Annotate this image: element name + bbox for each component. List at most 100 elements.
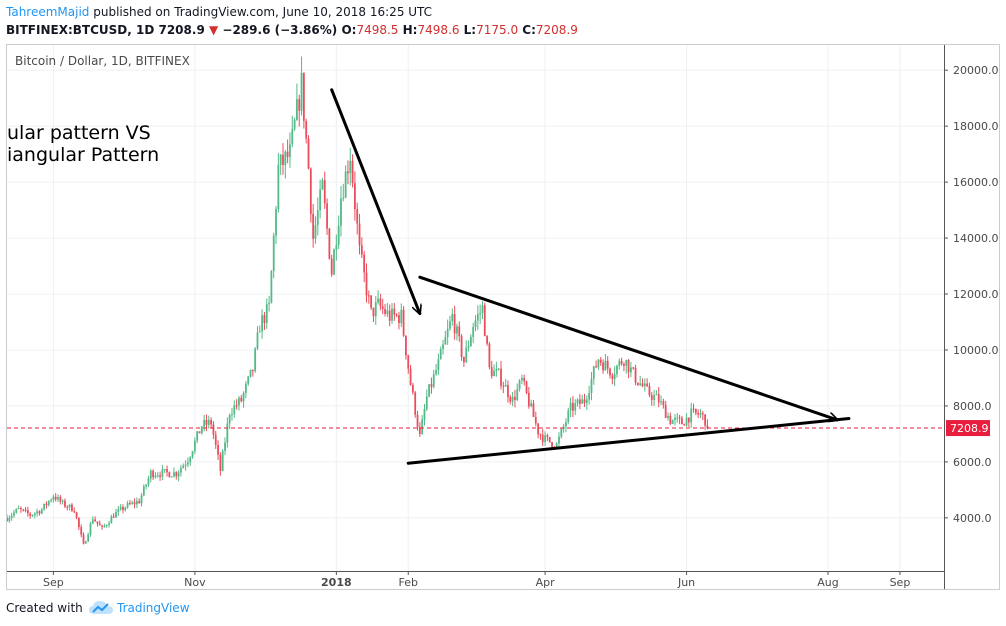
candle-body xyxy=(254,348,257,372)
candle-body xyxy=(242,392,245,402)
candle-body xyxy=(159,475,161,477)
candle-body xyxy=(233,405,236,415)
author-link[interactable]: TahreemMajid xyxy=(6,5,90,19)
candle-body xyxy=(616,365,618,375)
candle-body xyxy=(623,364,625,366)
candle-body xyxy=(532,403,535,417)
candle-body xyxy=(312,213,315,239)
candle-body xyxy=(430,384,433,387)
candle-body xyxy=(439,349,442,360)
candle-body xyxy=(629,367,632,373)
candle-body xyxy=(333,249,335,275)
candle-body xyxy=(119,506,122,510)
candle-body xyxy=(328,228,331,259)
candle-body xyxy=(442,344,444,350)
tradingview-cloud-icon[interactable] xyxy=(88,599,114,617)
change-text: −289.6 (−3.86%) xyxy=(222,23,338,37)
candle-body xyxy=(674,417,676,421)
candle-body xyxy=(258,331,261,333)
candle-body xyxy=(653,395,655,400)
candle-body xyxy=(75,512,78,518)
price-chart[interactable]: 7208.9 4000.0 6000.0 8000.0 10000.0 12000.0 14… xyxy=(7,45,999,589)
candle-body xyxy=(80,527,83,535)
candle-body xyxy=(205,419,208,425)
downtrend-arrow[interactable] xyxy=(330,88,420,314)
candle-body xyxy=(175,472,178,477)
candle-body xyxy=(437,359,440,371)
candle-body xyxy=(469,336,472,347)
candle-body xyxy=(493,370,495,377)
triangle-lower-line[interactable] xyxy=(406,417,851,465)
candle-body xyxy=(98,523,101,526)
candle-body xyxy=(15,509,18,513)
candle-body xyxy=(565,421,567,427)
candle-body xyxy=(307,138,310,169)
candle-body xyxy=(173,472,175,477)
chart-panel[interactable]: 7208.9 4000.0 6000.0 8000.0 10000.0 12000.0 14… xyxy=(6,44,1000,590)
candle-body xyxy=(407,355,410,369)
candle-body xyxy=(604,360,607,371)
x-tick-label: 2018 xyxy=(321,576,352,589)
candle-body xyxy=(184,464,187,466)
candle-body xyxy=(166,469,168,473)
candle-body xyxy=(154,475,157,478)
candle-body xyxy=(486,336,488,344)
candle-body xyxy=(646,383,649,387)
candle-body xyxy=(247,376,250,384)
candle-body xyxy=(657,394,660,403)
triangle-upper-line[interactable] xyxy=(418,275,837,420)
candle-body xyxy=(115,512,117,518)
candle-body xyxy=(620,360,623,365)
candle-body xyxy=(87,534,90,542)
candle-body xyxy=(112,516,115,518)
candle-body xyxy=(520,377,523,381)
candle-body xyxy=(59,497,62,502)
candle-body xyxy=(13,512,15,516)
candle-body xyxy=(425,396,428,410)
candle-body xyxy=(193,440,196,452)
candle-body xyxy=(203,419,206,427)
candle-body xyxy=(22,509,25,511)
candle-body xyxy=(50,499,52,501)
candle-body xyxy=(685,417,688,426)
candle-body xyxy=(636,382,639,385)
candle-body xyxy=(692,408,695,410)
footer: Created with TradingView xyxy=(0,596,1006,626)
candle-body xyxy=(105,525,108,527)
candle-body xyxy=(43,503,46,510)
candle-body xyxy=(560,428,563,437)
candle-body xyxy=(465,347,468,363)
candle-body xyxy=(664,404,667,418)
candle-body xyxy=(627,359,630,373)
candle-body xyxy=(89,523,92,535)
candle-body xyxy=(145,484,148,487)
candle-body xyxy=(650,395,653,400)
candle-body xyxy=(683,424,686,426)
candle-body xyxy=(421,419,424,434)
candle-body xyxy=(458,326,461,337)
candle-body xyxy=(122,506,124,511)
candle-body xyxy=(472,327,475,337)
candle-body xyxy=(495,369,498,371)
candle-body xyxy=(40,509,43,514)
candle-body xyxy=(463,356,465,363)
candle-body xyxy=(73,511,76,513)
y-tick-label: 18000.0 xyxy=(953,120,999,133)
y-tick-label: 4000.0 xyxy=(953,512,992,525)
candle-body xyxy=(585,399,588,403)
candle-body xyxy=(129,503,131,505)
candle-body xyxy=(20,508,22,510)
candle-body xyxy=(57,497,59,500)
candle-body xyxy=(418,426,421,434)
candle-body xyxy=(275,209,277,236)
candle-body xyxy=(152,470,155,478)
candle-body xyxy=(207,419,210,425)
candle-body xyxy=(576,399,579,404)
candle-body xyxy=(286,151,289,157)
chart-title: Bitcoin / Dollar, 1D, BITFINEX xyxy=(15,54,190,68)
candle-body xyxy=(367,295,370,297)
tradingview-brand-link[interactable]: TradingView xyxy=(117,601,190,615)
candle-body xyxy=(340,198,342,226)
candle-body xyxy=(251,369,254,372)
candle-body xyxy=(525,381,528,394)
